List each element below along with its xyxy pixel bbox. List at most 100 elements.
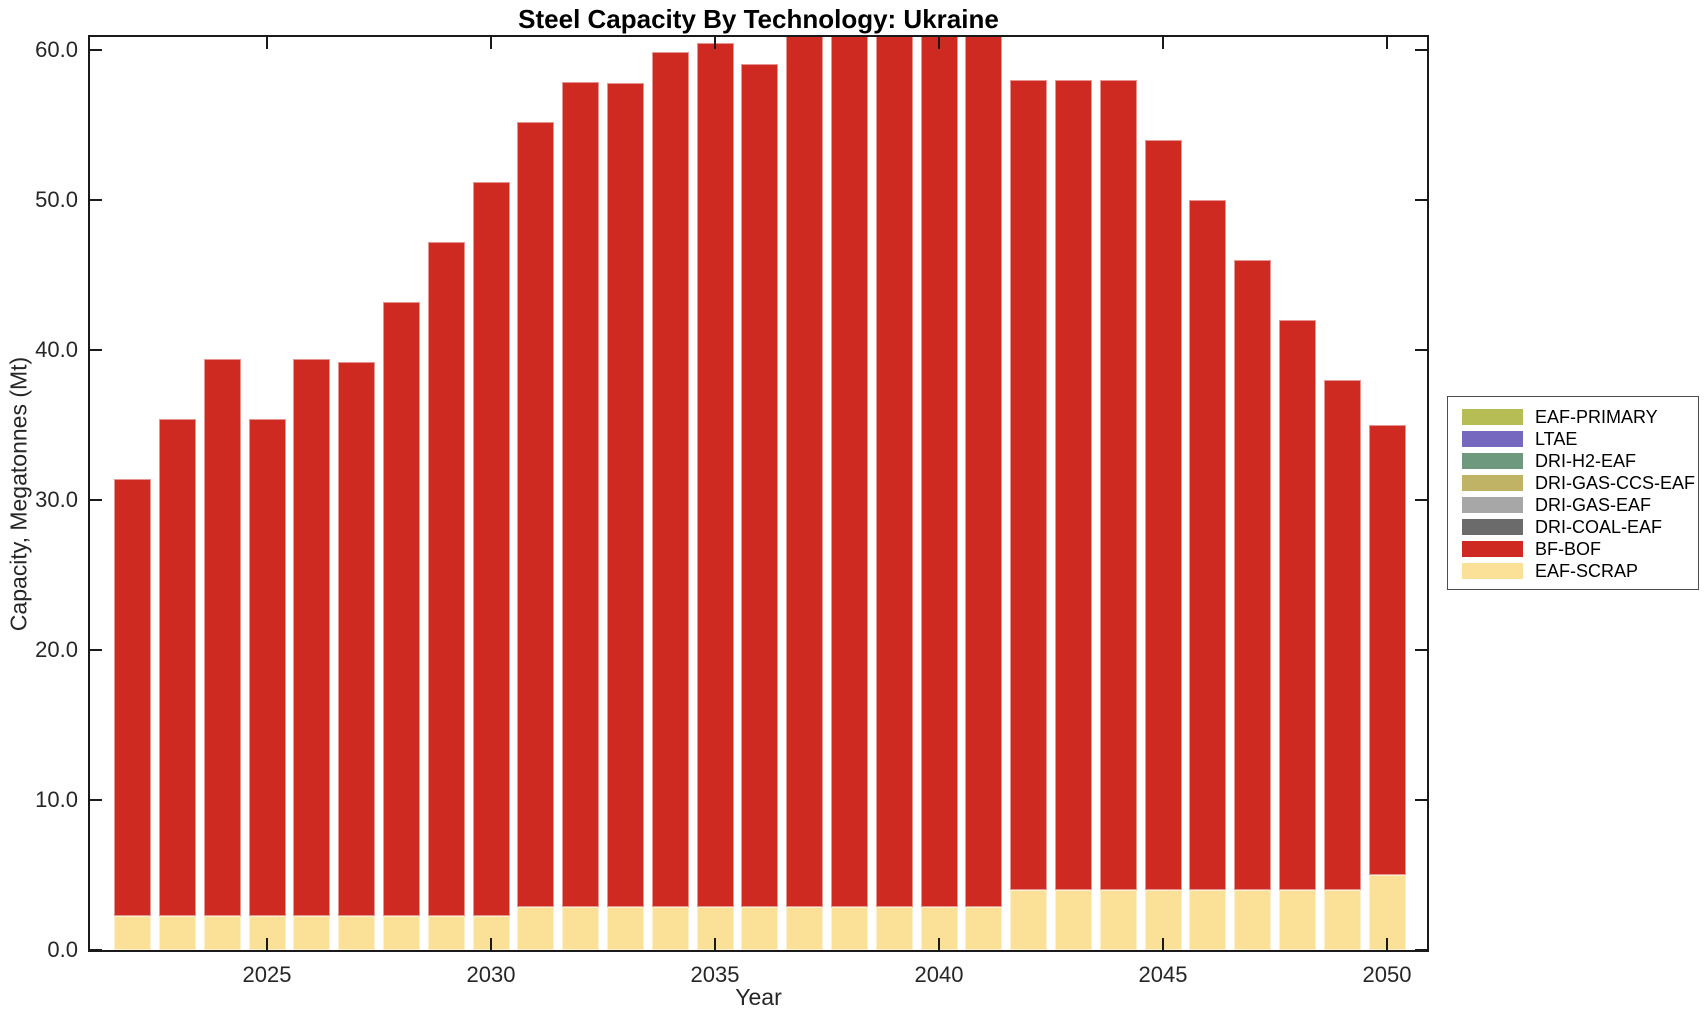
y-tick-label: 40.0 [35, 337, 78, 362]
bar-segment-bf-bof-2034 [651, 51, 689, 907]
y-tick-label: 30.0 [35, 487, 78, 512]
legend-item-ltae: LTAE [1462, 428, 1692, 450]
y-tick-label: 10.0 [35, 787, 78, 812]
axis-tick [266, 938, 268, 950]
bar-segment-eaf-scrap-2029 [427, 915, 465, 950]
legend-swatch-eaf-primary [1462, 409, 1523, 425]
bar-segment-bf-bof-2043 [1054, 80, 1092, 890]
plot-area [88, 35, 1429, 952]
bar-segment-bf-bof-2039 [875, 37, 913, 907]
axis-tick [1162, 37, 1164, 49]
legend-swatch-dri-h2-eaf [1462, 453, 1523, 469]
axis-tick [1415, 499, 1427, 501]
y-tick-label: 50.0 [35, 187, 78, 212]
bar-segment-eaf-scrap-2043 [1054, 890, 1092, 950]
legend-item-bf-bof: BF-BOF [1462, 538, 1692, 560]
axis-tick [938, 938, 940, 950]
bar-segment-bf-bof-2027 [338, 362, 376, 916]
axis-tick [90, 649, 102, 651]
bar-segment-eaf-scrap-2038 [830, 906, 868, 950]
bar-segment-bf-bof-2031 [517, 122, 555, 907]
bar-segment-bf-bof-2038 [830, 37, 868, 907]
bar-segment-eaf-scrap-2037 [786, 906, 824, 950]
axis-tick [266, 37, 268, 49]
axis-tick [90, 199, 102, 201]
legend-swatch-dri-coal-eaf [1462, 519, 1523, 535]
legend-label: BF-BOF [1535, 538, 1601, 559]
bar-segment-bf-bof-2030 [472, 182, 510, 916]
legend-label: EAF-PRIMARY [1535, 406, 1658, 427]
bar-segment-eaf-scrap-2032 [562, 906, 600, 950]
axis-tick [90, 49, 102, 51]
bar-segment-bf-bof-2022 [114, 479, 152, 916]
axis-tick [90, 799, 102, 801]
axis-tick [1415, 649, 1427, 651]
legend-swatch-ltae [1462, 431, 1523, 447]
bar-segment-bf-bof-2041 [965, 37, 1003, 907]
x-axis-title: Year [735, 984, 782, 1010]
bar-segment-bf-bof-2035 [696, 42, 734, 907]
legend-label: DRI-H2-EAF [1535, 450, 1637, 471]
bar-segment-bf-bof-2045 [1144, 140, 1182, 890]
legend-label: DRI-GAS-CCS-EAF [1535, 472, 1696, 493]
bar-segment-bf-bof-2023 [158, 419, 196, 916]
bar-segment-bf-bof-2037 [786, 37, 824, 907]
bar-segment-eaf-scrap-2041 [965, 906, 1003, 950]
legend: EAF-PRIMARY LTAE DRI-H2-EAF DRI-GAS-CCS-EAF… [1447, 396, 1699, 590]
x-tick-label: 2040 [914, 962, 964, 987]
bar-segment-eaf-scrap-2046 [1189, 890, 1227, 950]
bar-segment-bf-bof-2028 [382, 302, 420, 916]
legend-swatch-dri-gas-eaf [1462, 497, 1523, 513]
legend-item-dri-gas-eaf: DRI-GAS-EAF [1462, 494, 1692, 516]
legend-swatch-eaf-scrap [1462, 563, 1523, 579]
axis-tick [490, 938, 492, 950]
bar-segment-bf-bof-2050 [1368, 425, 1406, 875]
bar-segment-bf-bof-2040 [920, 37, 958, 907]
x-tick-label: 2030 [466, 962, 516, 987]
legend-item-dri-gas-ccs-eaf: DRI-GAS-CCS-EAF [1462, 472, 1696, 494]
axis-tick [90, 349, 102, 351]
axis-tick [1386, 938, 1388, 950]
bar-segment-bf-bof-2026 [293, 359, 331, 916]
x-tick-label: 2025 [242, 962, 292, 987]
axis-tick [1415, 199, 1427, 201]
bar-segment-eaf-scrap-2024 [203, 915, 241, 950]
bar-segment-bf-bof-2042 [1010, 80, 1048, 890]
legend-label: LTAE [1535, 428, 1578, 449]
bar-segment-eaf-scrap-2047 [1234, 890, 1272, 950]
legend-label: EAF-SCRAP [1535, 560, 1639, 581]
legend-swatch-bf-bof [1462, 541, 1523, 557]
bar-segment-eaf-scrap-2050 [1368, 875, 1406, 950]
axis-tick [714, 37, 716, 49]
bar-segment-bf-bof-2025 [248, 419, 286, 916]
axis-tick [1415, 349, 1427, 351]
legend-item-eaf-primary: EAF-PRIMARY [1462, 406, 1692, 428]
bar-segment-eaf-scrap-2036 [741, 906, 779, 950]
bar-segment-bf-bof-2046 [1189, 200, 1227, 890]
bar-segment-bf-bof-2049 [1323, 380, 1361, 890]
bar-segment-bf-bof-2029 [427, 242, 465, 916]
bar-segment-bf-bof-2044 [1099, 80, 1137, 890]
axis-tick [1415, 49, 1427, 51]
axis-tick [714, 938, 716, 950]
bar-segment-eaf-scrap-2031 [517, 906, 555, 950]
x-tick-label: 2050 [1362, 962, 1412, 987]
y-tick-label: 0.0 [47, 937, 78, 962]
bar-segment-eaf-scrap-2039 [875, 906, 913, 950]
axis-tick [90, 499, 102, 501]
y-tick-label: 20.0 [35, 637, 78, 662]
legend-item-eaf-scrap: EAF-SCRAP [1462, 560, 1692, 582]
bar-segment-eaf-scrap-2042 [1010, 890, 1048, 950]
legend-item-dri-h2-eaf: DRI-H2-EAF [1462, 450, 1692, 472]
bar-segment-eaf-scrap-2044 [1099, 890, 1137, 950]
bar-segment-bf-bof-2033 [606, 83, 644, 907]
bar-segment-eaf-scrap-2033 [606, 906, 644, 950]
bar-segment-eaf-scrap-2034 [651, 906, 689, 950]
axis-tick [490, 37, 492, 49]
x-tick-label: 2045 [1138, 962, 1188, 987]
bar-segment-eaf-scrap-2022 [114, 915, 152, 950]
bar-segment-bf-bof-2048 [1278, 320, 1316, 890]
axis-tick [1415, 799, 1427, 801]
bar-segment-bf-bof-2032 [562, 81, 600, 907]
